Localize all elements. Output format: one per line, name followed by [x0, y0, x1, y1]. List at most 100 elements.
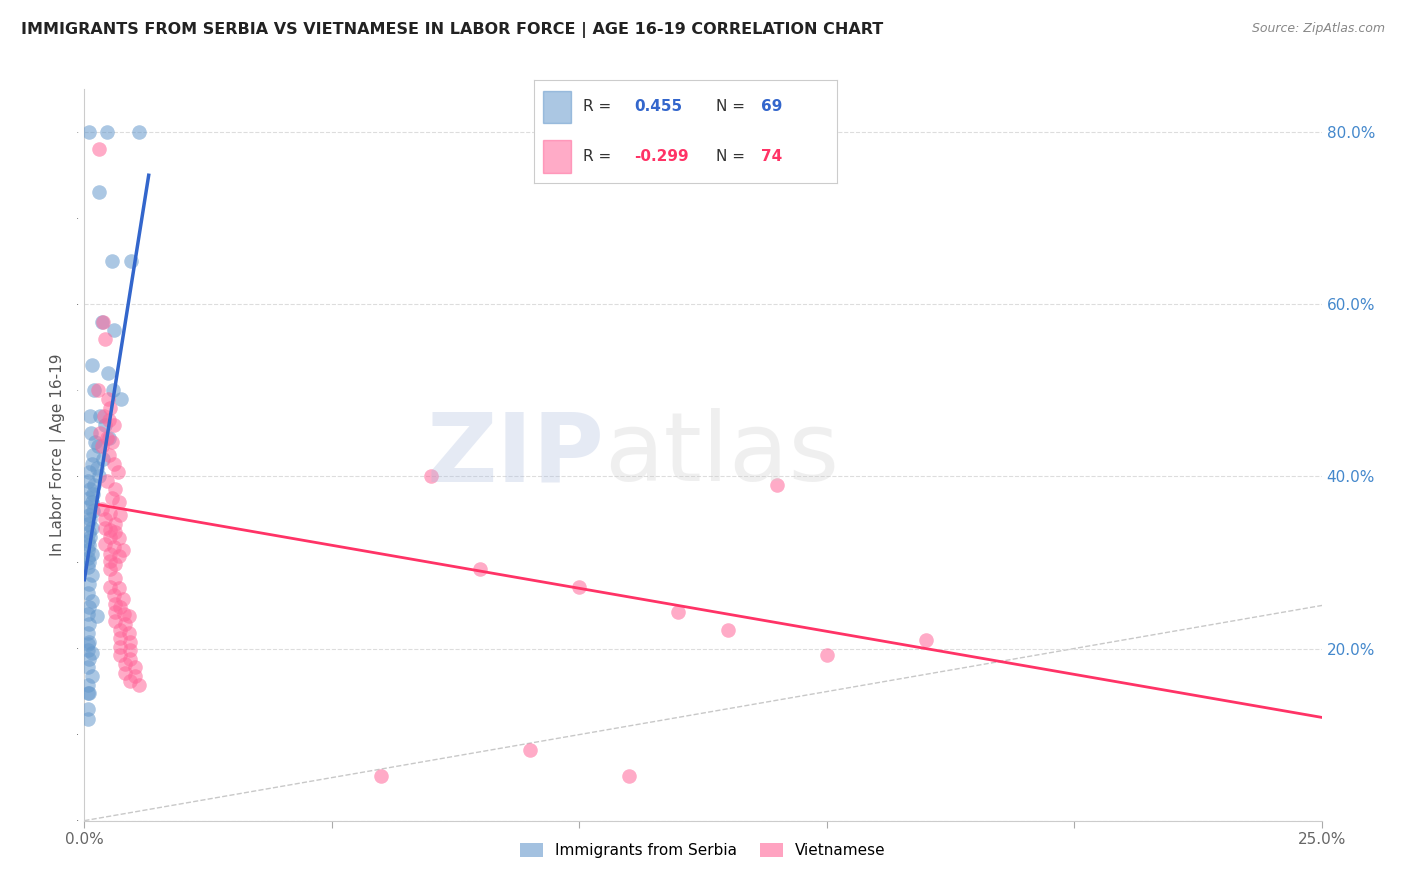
Point [77, 500, 100, 514]
Text: Source: ZipAtlas.com: Source: ZipAtlas.com [1251, 22, 1385, 36]
Point [79, 409, 101, 424]
Point [114, 665, 136, 680]
Text: R =: R = [582, 149, 616, 164]
Point [77, 686, 100, 700]
Point [120, 254, 142, 268]
Point [108, 582, 131, 596]
Point [77, 551, 100, 566]
Point [98, 413, 121, 427]
Point [107, 465, 129, 479]
Point [82, 448, 104, 462]
Point [118, 608, 141, 623]
Point [815, 648, 838, 663]
Text: 0.455: 0.455 [634, 99, 682, 114]
Bar [543, 140, 571, 173]
Point [118, 634, 141, 648]
Point [80, 646, 103, 660]
Point [104, 614, 127, 628]
Point [79, 512, 101, 526]
Point [77, 585, 100, 599]
Point [89, 186, 111, 200]
Point [94, 521, 117, 535]
Point [80, 594, 103, 608]
Point [100, 254, 122, 268]
Point [110, 392, 132, 406]
Y-axis label: In Labor Force | Age 16-19: In Labor Force | Age 16-19 [51, 353, 66, 557]
Point [98, 554, 121, 568]
Point [90, 439, 112, 453]
Point [104, 483, 127, 497]
Text: 74: 74 [761, 149, 782, 164]
Point [118, 652, 141, 666]
Point [98, 523, 121, 537]
Point [914, 632, 936, 647]
Point [97, 392, 120, 406]
Point [89, 409, 111, 424]
Point [766, 478, 789, 492]
Point [103, 323, 125, 337]
Point [83, 478, 105, 492]
Point [128, 125, 150, 139]
Point [104, 571, 127, 585]
Point [77, 474, 100, 488]
Point [104, 606, 127, 620]
Legend: Immigrants from Serbia, Vietnamese: Immigrants from Serbia, Vietnamese [515, 837, 891, 864]
Point [80, 568, 103, 582]
Point [103, 417, 125, 432]
Point [79, 483, 101, 497]
Point [90, 314, 112, 328]
Text: -0.299: -0.299 [634, 149, 689, 164]
Point [91, 314, 114, 328]
Point [94, 512, 117, 526]
Point [96, 474, 118, 488]
Point [101, 384, 124, 398]
Point [83, 384, 105, 398]
Point [98, 448, 121, 462]
Point [97, 366, 120, 380]
Point [89, 426, 111, 441]
Point [79, 600, 101, 615]
Point [77, 542, 100, 557]
Point [98, 506, 121, 520]
Point [94, 332, 117, 346]
Point [77, 533, 100, 548]
Point [96, 431, 118, 445]
Point [370, 769, 392, 783]
Point [104, 525, 127, 540]
Point [568, 580, 591, 594]
Point [77, 637, 100, 651]
Point [79, 556, 101, 570]
Point [79, 508, 101, 523]
Point [118, 643, 141, 657]
Point [79, 652, 101, 666]
Point [100, 435, 122, 450]
Point [112, 607, 135, 621]
Point [80, 669, 103, 683]
Point [79, 617, 101, 632]
Point [77, 516, 100, 531]
Text: N =: N = [716, 99, 749, 114]
Point [98, 547, 121, 561]
Point [108, 600, 131, 615]
Point [77, 643, 100, 657]
Point [86, 608, 108, 623]
Point [96, 125, 118, 139]
Point [108, 532, 131, 546]
Text: IMMIGRANTS FROM SERBIA VS VIETNAMESE IN LABOR FORCE | AGE 16-19 CORRELATION CHAR: IMMIGRANTS FROM SERBIA VS VIETNAMESE IN … [21, 22, 883, 38]
Point [77, 678, 100, 692]
Point [80, 547, 103, 561]
Point [79, 125, 101, 139]
Point [111, 591, 134, 606]
Point [128, 678, 150, 692]
Point [108, 495, 131, 509]
Point [86, 460, 108, 475]
Point [94, 536, 117, 550]
Point [108, 631, 131, 645]
Point [100, 491, 122, 505]
Point [79, 577, 101, 591]
Point [77, 607, 100, 621]
Point [103, 457, 125, 471]
Point [519, 743, 541, 757]
Point [80, 495, 103, 509]
Point [79, 525, 101, 540]
